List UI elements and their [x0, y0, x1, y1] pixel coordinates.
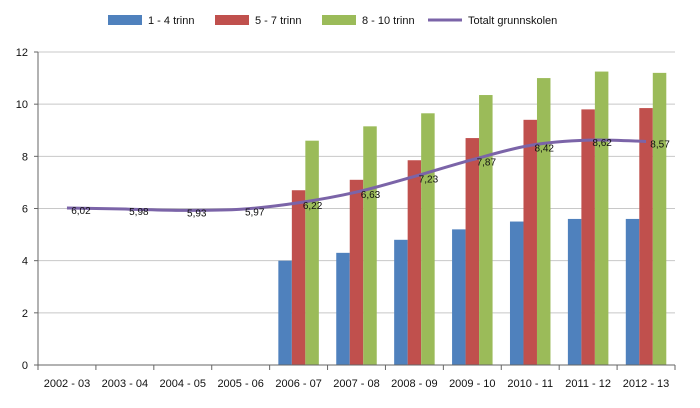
- y-tick-label: 8: [22, 151, 28, 163]
- bar: [581, 109, 595, 365]
- x-tick-label: 2005 - 06: [217, 378, 263, 390]
- bar: [452, 229, 466, 365]
- data-label: 6,22: [303, 201, 323, 212]
- y-tick-label: 6: [22, 204, 28, 216]
- bar: [305, 140, 319, 365]
- x-tick-label: 2007 - 08: [333, 378, 379, 390]
- data-label: 7,87: [477, 158, 497, 169]
- legend-swatch: [108, 15, 142, 25]
- bar: [291, 190, 306, 365]
- y-tick-label: 12: [16, 47, 28, 59]
- bar: [349, 179, 364, 365]
- bar: [421, 113, 435, 365]
- legend-swatch: [215, 15, 249, 25]
- x-tick-label: 2012 - 13: [623, 378, 669, 390]
- y-tick-label: 0: [22, 360, 28, 372]
- bar: [394, 239, 408, 365]
- data-label: 8,62: [592, 138, 612, 149]
- data-label: 5,93: [187, 208, 207, 219]
- data-label: 8,57: [650, 139, 670, 150]
- legend-label: 8 - 10 trinn: [362, 15, 415, 27]
- bar: [509, 221, 524, 365]
- y-tick-label: 10: [16, 99, 28, 111]
- total-line-path: [66, 138, 647, 212]
- x-tick-label: 2008 - 09: [391, 378, 437, 390]
- legend-swatch: [322, 15, 356, 25]
- data-label: 6,63: [361, 190, 381, 201]
- data-label: 5,97: [245, 207, 265, 218]
- x-tick-label: 2011 - 12: [565, 378, 611, 390]
- x-tick-label: 2003 - 04: [102, 378, 148, 390]
- bar: [625, 218, 640, 365]
- total-line: 6,02 5,98 5,93 5,97 6,22 6,63 7,23 7,87 8,42 8,62…: [66, 138, 670, 219]
- bar: [363, 126, 377, 366]
- bar-series: [278, 71, 667, 366]
- x-tick-label: 2009 - 10: [449, 378, 495, 390]
- x-axis: 2002 - 03 2003 - 04 2004 - 05 2005 - 06 2006…: [37, 52, 676, 390]
- x-tick-label: 2004 - 05: [160, 378, 206, 390]
- bar: [407, 160, 422, 365]
- bar: [336, 252, 350, 365]
- legend-label: 5 - 7 trinn: [255, 15, 301, 27]
- data-label: 7,23: [419, 174, 439, 185]
- y-axis-ticks: 0 2 4 6 8 10 12: [16, 47, 38, 372]
- bar: [594, 71, 609, 365]
- bar: [465, 138, 480, 365]
- x-tick-label: 2010 - 11: [507, 378, 553, 390]
- data-label: 8,42: [534, 143, 554, 154]
- legend-label: Totalt grunnskolen: [468, 15, 557, 27]
- bar: [652, 72, 667, 365]
- x-tick-label: 2006 - 07: [275, 378, 321, 390]
- bar: [536, 78, 551, 365]
- legend: 1 - 4 trinn 5 - 7 trinn 8 - 10 trinn Totalt…: [108, 15, 557, 27]
- bar: [278, 260, 292, 365]
- data-label: 6,02: [71, 206, 91, 217]
- y-tick-label: 4: [22, 256, 28, 268]
- bar: [479, 95, 493, 365]
- data-label: 5,98: [129, 207, 149, 218]
- bar: [523, 119, 537, 365]
- x-tick-label: 2002 - 03: [44, 378, 90, 390]
- bar: [639, 108, 653, 366]
- y-tick-label: 2: [22, 308, 28, 320]
- legend-label: 1 - 4 trinn: [148, 15, 194, 27]
- bar: [567, 218, 582, 365]
